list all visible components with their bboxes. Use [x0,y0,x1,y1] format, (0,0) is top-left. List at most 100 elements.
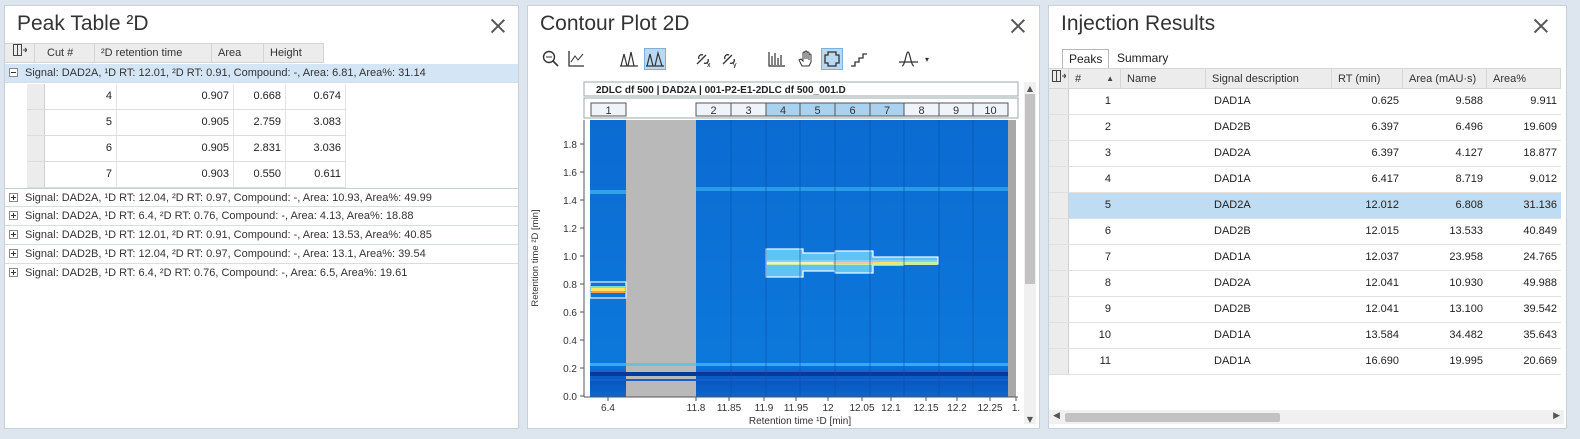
col-area-pct[interactable]: Area% [1487,68,1561,89]
group-row[interactable]: Signal: DAD2B, ¹D RT: 12.01, ²D RT: 0.91… [5,226,518,245]
scrollbar-thumb[interactable] [1065,413,1280,422]
group-label: Signal: DAD2B, ¹D RT: 6.4, ²D RT: 0.76, … [25,267,408,279]
table-row[interactable]: 5 0.905 2.759 3.083 [27,110,346,136]
row-header[interactable] [1049,219,1069,244]
table-row[interactable]: 4 0.907 0.668 0.674 [27,84,346,110]
expand-icon[interactable] [9,249,18,258]
scrollbar-thumb[interactable] [1025,94,1035,284]
expand-icon[interactable] [9,268,18,277]
expand-icon[interactable] [9,211,18,220]
x-tick-label: 12.05 [849,403,874,414]
contour-chart[interactable]: 2DLC df 500 | DAD2A | 001-P2-E1-2DLC df … [528,76,1040,429]
x-tick-label: 11.8 [687,403,706,414]
row-header[interactable] [1049,141,1069,166]
x-tick-label: 11.9 [755,403,774,414]
cell-name [1121,245,1206,270]
row-header[interactable] [1049,323,1069,348]
column-chooser-icon[interactable] [1049,68,1069,89]
cell-name [1121,349,1206,374]
row-header[interactable] [1049,167,1069,192]
cell-area: 0.550 [234,162,286,187]
group-row[interactable]: Signal: DAD2B, ¹D RT: 12.04, ²D RT: 0.97… [5,245,518,264]
tab-summary[interactable]: Summary [1117,51,1169,65]
table-row[interactable]: 3 DAD2A 6.397 4.127 18.877 [1049,141,1561,167]
group-row[interactable]: Signal: DAD2A, ¹D RT: 6.4, ²D RT: 0.76, … [5,207,518,226]
row-header[interactable] [1049,349,1069,374]
cell-signal: DAD2B [1214,303,1251,315]
spectrum-icon[interactable] [766,48,788,70]
col-2d-rt[interactable]: ²D retention time [95,43,212,63]
col-name[interactable]: Name [1121,68,1206,89]
y-tick-label: 1.6 [563,168,577,179]
column-chooser-icon[interactable] [5,43,35,63]
baseline-icon[interactable] [898,48,920,70]
close-icon[interactable] [490,18,506,34]
steps-icon[interactable] [848,48,870,70]
table-row[interactable]: 4 DAD1A 6.417 8.719 9.012 [1049,167,1561,193]
col-area[interactable]: Area (mAU·s) [1403,68,1487,89]
expand-icon[interactable] [9,230,18,239]
cell-height: 3.083 [286,110,346,135]
chevron-down-icon[interactable]: ▾ [924,54,929,64]
col-area[interactable]: Area [212,43,264,63]
region-active-icon[interactable] [821,48,843,70]
group-row[interactable]: Signal: DAD2A, ¹D RT: 12.04, ²D RT: 0.97… [5,188,518,207]
peaks-icon[interactable] [618,48,640,70]
group-label: Signal: DAD2A, ¹D RT: 6.4, ²D RT: 0.76, … [25,210,414,222]
table-row[interactable]: 2 DAD2B 6.397 6.496 19.609 [1049,115,1561,141]
table-row[interactable]: 6 DAD2B 12.015 13.533 40.849 [1049,219,1561,245]
cell-area-pct: 24.765 [1523,251,1557,263]
cut-label: 4 [780,105,786,117]
x-tick-label: 12.25 [977,403,1002,414]
cut-label: 5 [814,105,820,117]
table-row[interactable]: 9 DAD2B 12.041 13.100 39.542 [1049,297,1561,323]
col-signal[interactable]: Signal description [1206,68,1332,89]
cell-number: 11 [1099,355,1111,367]
close-icon[interactable] [1010,18,1026,34]
link-y-icon[interactable]: y [719,48,741,70]
zoom-icon[interactable] [540,48,562,70]
expand-icon[interactable] [9,193,18,202]
table-row[interactable]: 7 0.903 0.550 0.611 [27,162,346,188]
table-row[interactable]: 8 DAD2A 12.041 10.930 49.988 [1049,271,1561,297]
row-header[interactable] [1049,193,1069,218]
collapse-icon[interactable] [9,68,18,77]
cut-1-region [590,120,626,397]
cut-label: 3 [745,105,751,117]
horizontal-scrollbar[interactable]: ◀ ▶ [1049,410,1564,424]
row-header[interactable] [1049,271,1069,296]
cell-rt: 12.041 [1365,277,1399,289]
hand-icon[interactable] [794,48,816,70]
x-axis-label: Retention time ¹D [min] [749,416,851,427]
x-tick-label: 11.85 [717,403,742,414]
cell-number: 1 [1104,95,1111,107]
table-row[interactable]: 6 0.905 2.831 3.036 [27,136,346,162]
col-cut[interactable]: Cut # [35,43,95,63]
row-header[interactable] [1049,115,1069,140]
group-row[interactable]: Signal: DAD2A, ¹D RT: 12.01, ²D RT: 0.91… [5,64,518,83]
table-row[interactable]: 11 DAD1A 16.690 19.995 20.669 [1049,349,1561,375]
tab-peaks[interactable]: Peaks [1062,49,1110,69]
link-x-icon[interactable]: x [693,48,715,70]
row-header[interactable] [1049,89,1069,114]
peak-region[interactable] [589,281,627,299]
col-number[interactable]: # ▲ [1069,68,1121,89]
group-row[interactable]: Signal: DAD2B, ¹D RT: 6.4, ²D RT: 0.76, … [5,264,518,283]
cell-area: 19.995 [1449,355,1483,367]
table-row[interactable]: 10 DAD1A 13.584 34.482 35.643 [1049,323,1561,349]
row-header[interactable] [1049,297,1069,322]
close-icon[interactable] [1533,18,1549,34]
col-height[interactable]: Height [264,43,324,63]
peaks-active-icon[interactable] [644,48,666,70]
row-header[interactable] [1049,245,1069,270]
table-row[interactable]: 5 DAD2A 12.012 6.808 31.136 [1049,193,1561,219]
table-row[interactable]: 7 DAD1A 12.037 23.958 24.765 [1049,245,1561,271]
cell-area-pct: 9.911 [1530,95,1557,107]
table-row[interactable]: 1 DAD1A 0.625 9.588 9.911 [1049,89,1561,115]
col-rt[interactable]: RT (min) [1332,68,1403,89]
cut-box[interactable] [590,102,627,117]
cut-box[interactable] [972,102,1009,117]
group-label: Signal: DAD2B, ¹D RT: 12.04, ²D RT: 0.97… [25,248,426,260]
axis-icon[interactable] [565,48,587,70]
cell-area: 13.100 [1449,303,1483,315]
